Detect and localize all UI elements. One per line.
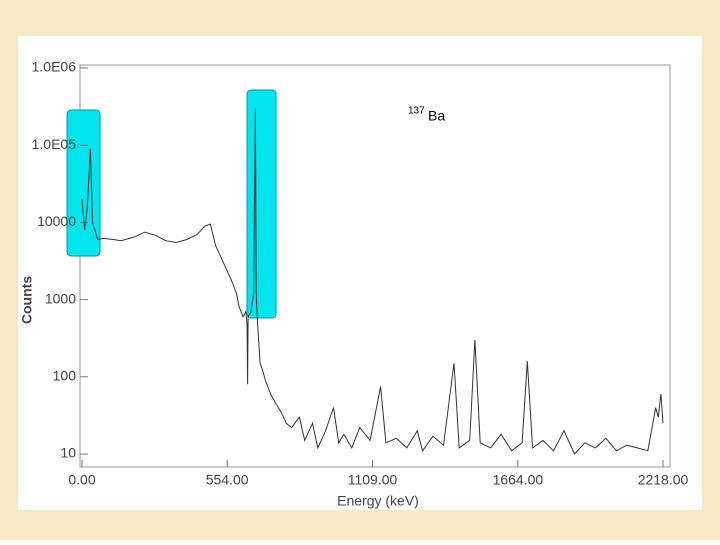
x-tick-label: 0.00 xyxy=(68,472,95,488)
x-axis-label: Energy (keV) xyxy=(337,493,419,509)
spectrum-line xyxy=(81,108,664,455)
annotation-superscript: 137 xyxy=(408,106,425,117)
highlight-box xyxy=(66,109,101,257)
y-tick-label: 10000 xyxy=(37,213,76,229)
y-tick-label: 1.0E06 xyxy=(32,59,77,75)
x-tick-label: 1664.00 xyxy=(493,472,544,488)
y-axis-label: Counts xyxy=(19,276,35,324)
x-tick-label: 2218.00 xyxy=(638,472,689,488)
x-tick-label: 1109.00 xyxy=(348,472,398,488)
annotation: Ba xyxy=(428,108,445,124)
chart-panel xyxy=(18,36,702,510)
plot-frame xyxy=(79,64,671,468)
x-tick-label: 554.00 xyxy=(206,472,249,488)
y-tick-label: 1.0E05 xyxy=(32,136,77,152)
y-tick-label: 100 xyxy=(53,368,77,384)
y-tick-label: 10 xyxy=(60,445,76,461)
y-tick-label: 1000 xyxy=(45,290,76,306)
highlight-box xyxy=(246,89,277,319)
